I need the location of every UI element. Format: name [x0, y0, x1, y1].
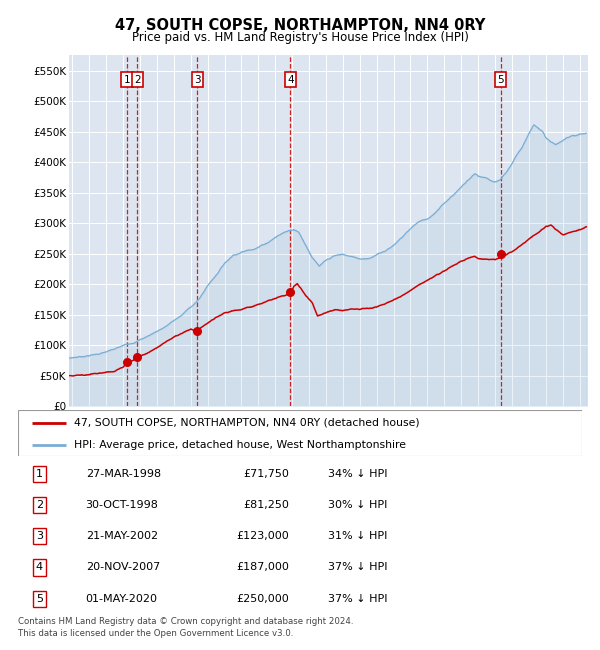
Text: 1: 1 — [124, 75, 130, 84]
Text: This data is licensed under the Open Government Licence v3.0.: This data is licensed under the Open Gov… — [18, 629, 293, 638]
Text: 5: 5 — [497, 75, 504, 84]
Text: £81,250: £81,250 — [243, 500, 289, 510]
Text: 37% ↓ HPI: 37% ↓ HPI — [328, 562, 388, 573]
Text: £123,000: £123,000 — [236, 531, 289, 541]
Text: £187,000: £187,000 — [236, 562, 289, 573]
Text: 2: 2 — [134, 75, 140, 84]
Text: 21-MAY-2002: 21-MAY-2002 — [86, 531, 158, 541]
Text: 31% ↓ HPI: 31% ↓ HPI — [328, 531, 388, 541]
Text: £250,000: £250,000 — [236, 593, 289, 604]
Text: 4: 4 — [36, 562, 43, 573]
Text: 2: 2 — [36, 500, 43, 510]
Text: 47, SOUTH COPSE, NORTHAMPTON, NN4 0RY (detached house): 47, SOUTH COPSE, NORTHAMPTON, NN4 0RY (d… — [74, 417, 420, 428]
Text: Price paid vs. HM Land Registry's House Price Index (HPI): Price paid vs. HM Land Registry's House … — [131, 31, 469, 44]
Text: 20-NOV-2007: 20-NOV-2007 — [86, 562, 160, 573]
Text: 4: 4 — [287, 75, 293, 84]
Text: 27-MAR-1998: 27-MAR-1998 — [86, 469, 161, 479]
Text: 30-OCT-1998: 30-OCT-1998 — [86, 500, 158, 510]
Text: 1: 1 — [36, 469, 43, 479]
Text: 01-MAY-2020: 01-MAY-2020 — [86, 593, 158, 604]
Text: 5: 5 — [36, 593, 43, 604]
Text: 3: 3 — [194, 75, 200, 84]
Text: 47, SOUTH COPSE, NORTHAMPTON, NN4 0RY: 47, SOUTH COPSE, NORTHAMPTON, NN4 0RY — [115, 18, 485, 33]
Text: 3: 3 — [36, 531, 43, 541]
Text: HPI: Average price, detached house, West Northamptonshire: HPI: Average price, detached house, West… — [74, 439, 406, 450]
Text: 34% ↓ HPI: 34% ↓ HPI — [328, 469, 388, 479]
Text: £71,750: £71,750 — [243, 469, 289, 479]
Text: 37% ↓ HPI: 37% ↓ HPI — [328, 593, 388, 604]
Text: 30% ↓ HPI: 30% ↓ HPI — [328, 500, 388, 510]
Text: Contains HM Land Registry data © Crown copyright and database right 2024.: Contains HM Land Registry data © Crown c… — [18, 618, 353, 627]
